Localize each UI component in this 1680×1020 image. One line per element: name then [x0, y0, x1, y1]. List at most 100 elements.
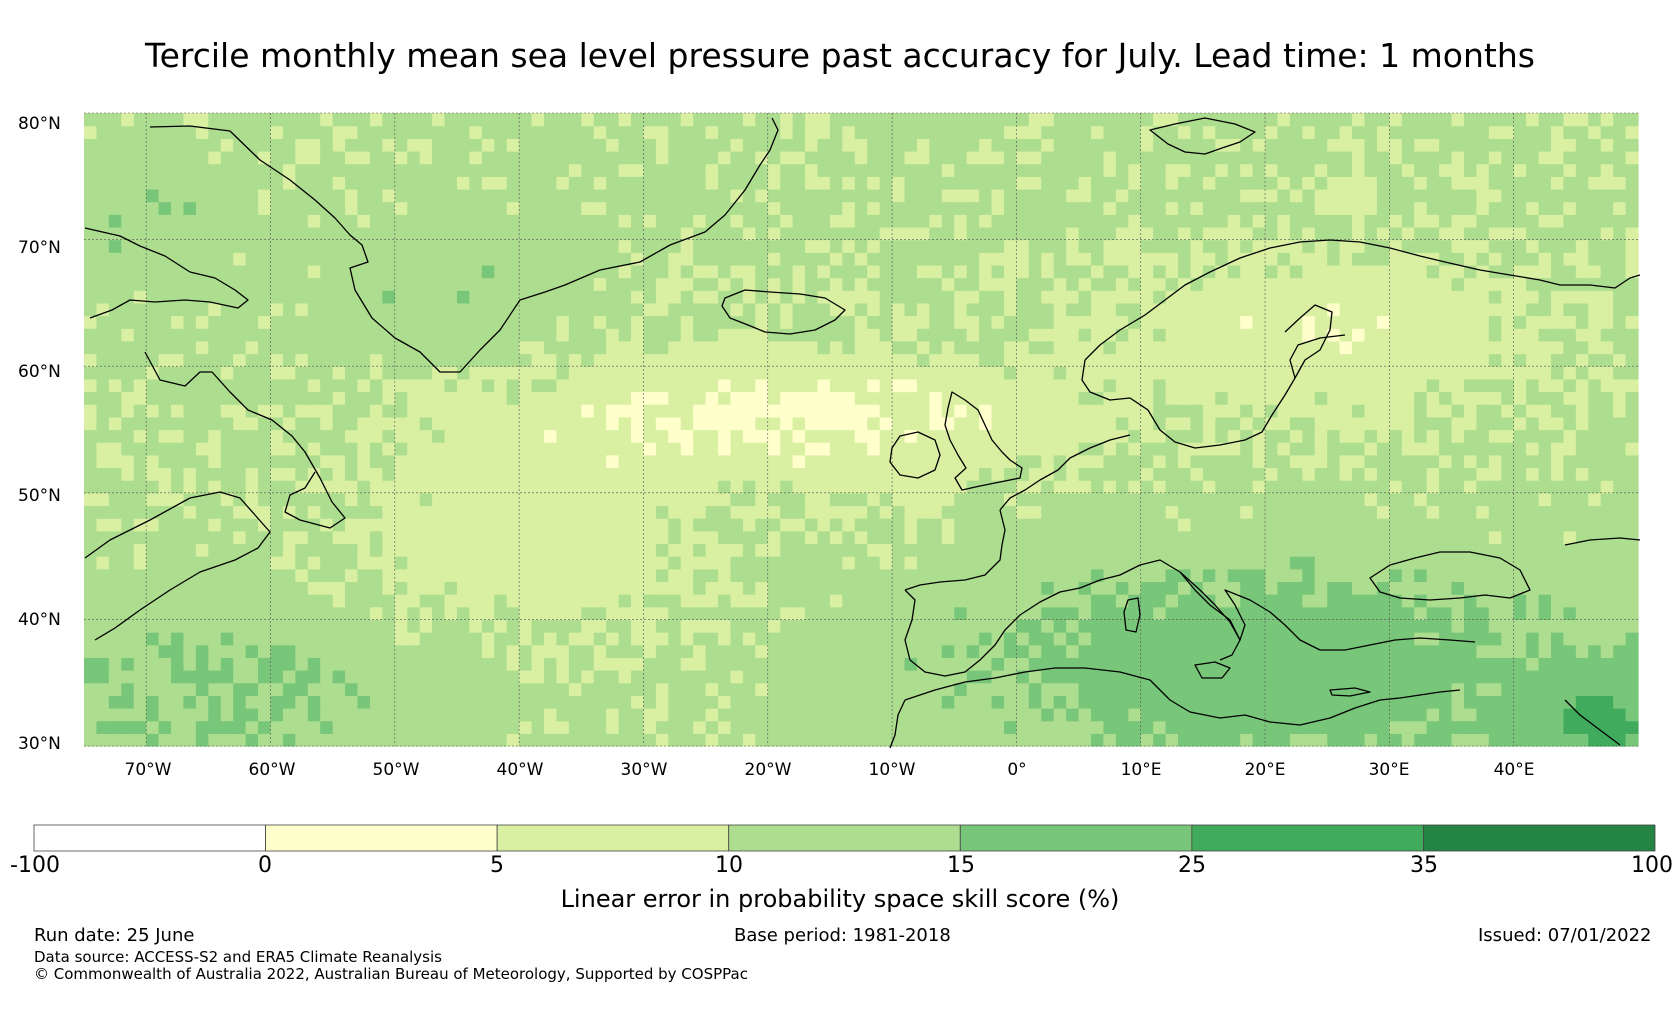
skill-cell	[506, 556, 520, 570]
skill-cell	[1439, 315, 1453, 329]
skill-cell	[444, 518, 458, 532]
skill-cell	[631, 264, 645, 279]
skill-cell	[792, 416, 806, 431]
skill-cell	[1302, 480, 1316, 494]
skill-cell	[146, 353, 160, 367]
skill-cell	[158, 467, 172, 481]
skill-cell	[220, 416, 234, 431]
skill-cell	[1302, 670, 1316, 684]
skill-cell	[792, 353, 806, 367]
skill-cell	[258, 340, 272, 355]
skill-cell	[220, 328, 234, 342]
skill-cell	[519, 340, 533, 355]
skill-cell	[879, 467, 893, 481]
skill-cell	[631, 518, 645, 532]
skill-cell	[469, 252, 483, 266]
skill-cell	[1389, 252, 1403, 266]
skill-cell	[879, 720, 893, 734]
skill-cell	[1339, 264, 1353, 279]
skill-cell	[1240, 644, 1254, 658]
skill-cell	[916, 632, 930, 646]
skill-cell	[1066, 632, 1080, 646]
skill-cell	[320, 277, 334, 291]
skill-cell	[270, 530, 284, 545]
skill-cell	[1078, 416, 1092, 431]
skill-cell	[1215, 353, 1229, 367]
skill-cell	[543, 619, 558, 633]
skill-cell	[295, 492, 309, 507]
skill-cell	[1563, 467, 1577, 481]
skill-cell	[407, 467, 421, 481]
skill-cell	[1426, 315, 1440, 329]
skill-cell	[1426, 556, 1440, 570]
skill-cell	[1352, 416, 1366, 431]
skill-cell	[543, 480, 558, 494]
skill-cell	[1041, 290, 1055, 304]
skill-cell	[1414, 695, 1428, 709]
skill-cell	[991, 594, 1005, 608]
skill-cell	[643, 454, 657, 469]
skill-cell	[531, 505, 545, 519]
skill-cell	[1202, 277, 1216, 291]
skill-cell	[867, 366, 881, 380]
skill-cell	[1526, 353, 1540, 367]
skill-cell	[295, 543, 309, 557]
skill-cell	[543, 644, 558, 658]
skill-cell	[631, 429, 645, 443]
skill-cell	[1053, 543, 1067, 557]
skill-cell	[655, 556, 669, 570]
skill-cell	[1053, 340, 1067, 355]
skill-cell	[1588, 594, 1602, 608]
skill-cell	[1265, 480, 1279, 494]
skill-cell	[407, 315, 421, 329]
skill-cell	[1265, 442, 1279, 456]
skill-cell	[1513, 467, 1527, 481]
skill-cell	[1401, 340, 1415, 355]
skill-cell	[295, 252, 309, 266]
skill-cell	[929, 530, 943, 545]
skill-cell	[1550, 252, 1565, 266]
skill-cell	[444, 391, 458, 405]
skill-cell	[1289, 302, 1303, 317]
skill-cell	[1115, 480, 1129, 494]
skill-cell	[1364, 442, 1378, 456]
skill-cell	[1078, 568, 1092, 583]
skill-cell	[1277, 695, 1291, 709]
skill-cell	[1389, 277, 1403, 291]
skill-cell	[1339, 315, 1353, 329]
skill-cell	[531, 594, 545, 608]
skill-cell	[1426, 391, 1440, 405]
skill-cell	[1613, 429, 1627, 443]
skill-cell	[1078, 657, 1092, 671]
skill-cell	[966, 315, 980, 329]
skill-cell	[456, 632, 470, 646]
skill-cell	[1327, 391, 1341, 405]
skill-cell	[1277, 644, 1291, 658]
skill-cell	[1389, 290, 1403, 304]
skill-cell	[531, 328, 545, 342]
skill-cell	[171, 657, 185, 671]
skill-cell	[1463, 492, 1477, 507]
skill-cell	[108, 733, 122, 747]
skill-cell	[171, 340, 185, 355]
skill-cell	[432, 416, 446, 431]
skill-cell	[1041, 264, 1055, 279]
skill-cell	[606, 366, 620, 380]
skill-cell	[96, 594, 110, 608]
skill-cell	[258, 404, 272, 418]
skill-cell	[1376, 619, 1390, 633]
skill-cell	[307, 606, 321, 620]
skill-cell	[718, 606, 732, 620]
skill-cell	[108, 492, 122, 507]
skill-cell	[84, 315, 98, 329]
skill-cell	[755, 252, 769, 266]
skill-cell	[1451, 695, 1465, 709]
skill-cell	[1463, 252, 1477, 266]
skill-cell	[693, 720, 707, 734]
skill-cell	[1202, 454, 1216, 469]
skill-cell	[730, 264, 744, 279]
skill-cell	[531, 239, 545, 253]
skill-cell	[1563, 492, 1577, 507]
skill-cell	[1289, 416, 1303, 431]
skill-cell	[606, 708, 620, 722]
